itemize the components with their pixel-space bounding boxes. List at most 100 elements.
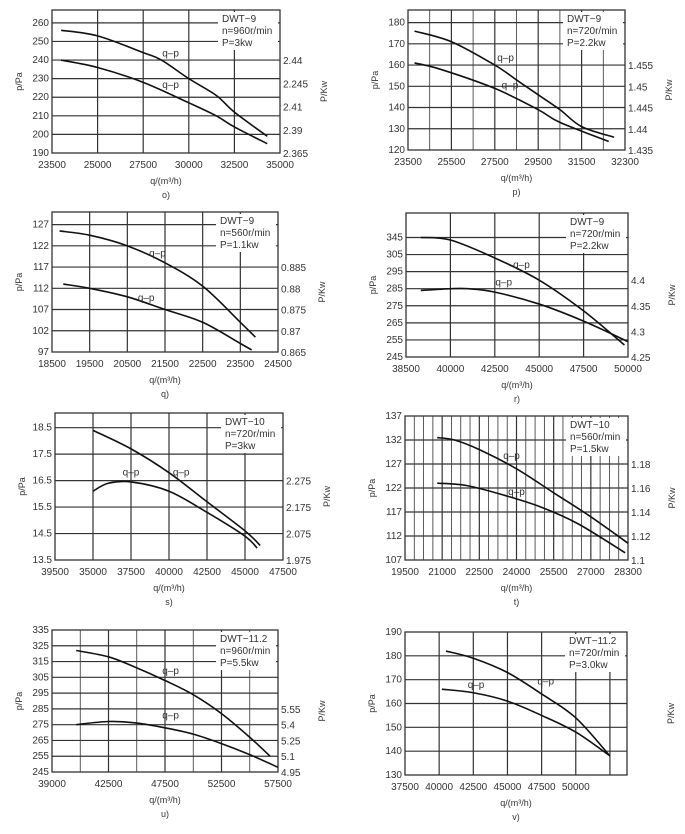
y-axis-label: p/Pa [367, 694, 377, 713]
y2-axis-label: P/Kw [322, 486, 332, 508]
y2-tick-label: 1.16 [631, 484, 651, 495]
y2-axis-label: P/Kw [317, 281, 327, 303]
x-tick-label: 32500 [220, 160, 248, 171]
curve-label: q–p [468, 680, 485, 691]
y2-tick-label: 2.245 [283, 79, 308, 90]
y-axis-label: p/Pa [14, 273, 24, 292]
x-tick-label: 40000 [436, 364, 464, 375]
x-axis-label: q/(m³/h) [153, 583, 185, 593]
y-tick-label: 102 [32, 326, 49, 337]
y-tick-label: 245 [32, 767, 49, 778]
info-box-background [221, 415, 281, 453]
y-tick-label: 245 [386, 352, 403, 363]
info-line: n=720r/min [225, 429, 275, 440]
info-line: P=3.0kw [569, 660, 608, 671]
curve-label: q–p [162, 710, 179, 721]
curve-q-p-2 [414, 62, 610, 143]
x-tick-label: 31500 [568, 157, 596, 168]
y-tick-label: 305 [386, 250, 403, 261]
y-tick-label: 97 [38, 347, 50, 358]
y-tick-label: 170 [388, 39, 405, 50]
x-tick-label: 25500 [437, 157, 465, 168]
x-tick-label: 25000 [84, 160, 112, 171]
y-tick-label: 255 [32, 751, 49, 762]
curve-label: q–p [173, 467, 190, 478]
y-tick-label: 107 [32, 305, 49, 316]
x-tick-label: 45000 [494, 782, 522, 793]
x-tick-label: 27500 [129, 160, 157, 171]
y-tick-label: 325 [32, 641, 49, 652]
x-tick-label: 47500 [269, 567, 297, 578]
chart-caption: q) [161, 389, 169, 399]
y-tick-label: 15.5 [33, 502, 53, 513]
y2-tick-label: 2.075 [286, 530, 311, 541]
chart-caption: p) [512, 187, 520, 197]
x-tick-label: 28300 [614, 567, 642, 578]
info-box-background [218, 12, 278, 50]
x-tick-label: 23500 [38, 160, 66, 171]
y-tick-label: 18.5 [33, 423, 53, 434]
info-line: P=1.5kw [570, 444, 609, 455]
x-tick-label: 25500 [540, 567, 568, 578]
y-axis-label: p/Pa [17, 477, 27, 496]
curve-q-p-2 [63, 283, 253, 351]
y-tick-label: 127 [385, 459, 402, 470]
y-tick-label: 275 [32, 720, 49, 731]
info-box-background [566, 215, 626, 253]
plot-frame [51, 629, 279, 773]
y-axis-label: p/Pa [368, 276, 378, 295]
y2-axis-label: P/Kw [317, 700, 327, 722]
y-tick-label: 255 [386, 335, 403, 346]
y2-tick-label: 1.445 [628, 104, 653, 115]
x-tick-label: 37500 [391, 782, 419, 793]
x-tick-label: 40000 [155, 567, 183, 578]
info-line: DWT−10 [570, 420, 610, 431]
y-tick-label: 132 [385, 435, 402, 446]
y-tick-label: 190 [385, 627, 402, 638]
y-axis-label: p/Pa [14, 692, 24, 711]
y2-tick-label: 1.1 [631, 556, 645, 567]
y-tick-label: 137 [385, 411, 402, 422]
y2-tick-label: 4.95 [281, 768, 301, 779]
curve-label: q–p [513, 260, 530, 271]
y-tick-label: 130 [388, 124, 405, 135]
y-tick-label: 122 [32, 241, 49, 252]
curve-label: q–p [503, 451, 520, 462]
y-tick-label: 285 [32, 704, 49, 715]
x-tick-label: 47500 [151, 779, 179, 790]
y2-axis-label: P/Kw [667, 284, 677, 306]
info-line: n=720r/min [567, 26, 617, 37]
x-tick-label: 21500 [151, 359, 179, 370]
y2-tick-label: 5.4 [281, 721, 295, 732]
y-tick-label: 13.5 [33, 555, 53, 566]
y-tick-label: 345 [386, 232, 403, 243]
info-line: P=3kw [225, 441, 256, 452]
y2-tick-label: 1.44 [628, 125, 648, 136]
y-tick-label: 260 [32, 18, 49, 29]
x-tick-label: 42500 [459, 782, 487, 793]
chart-caption: o) [162, 190, 170, 200]
curve-label: q–p [508, 487, 525, 498]
info-line: P=2.2kw [570, 241, 609, 252]
y2-tick-label: 2.175 [286, 503, 311, 514]
x-axis-label: q/(m³/h) [501, 583, 533, 593]
plot-frame [54, 412, 284, 561]
y-tick-label: 117 [386, 507, 402, 518]
y-axis-label: p/Pa [14, 72, 24, 91]
y-tick-label: 190 [32, 148, 49, 159]
x-tick-label: 19500 [391, 567, 419, 578]
y2-tick-label: 0.865 [281, 348, 306, 359]
y2-tick-label: 1.455 [628, 61, 653, 72]
info-line: n=560r/min [570, 432, 620, 443]
x-axis-label: q/(m³/h) [500, 798, 532, 808]
x-tick-label: 32300 [611, 157, 639, 168]
info-line: n=720r/min [570, 229, 620, 240]
x-tick-label: 50000 [614, 364, 642, 375]
info-line: P=2.2kw [567, 38, 606, 49]
x-axis-label: q/(m³/h) [149, 795, 181, 805]
y-tick-label: 230 [32, 74, 49, 85]
curve-q-p-1 [59, 230, 256, 338]
